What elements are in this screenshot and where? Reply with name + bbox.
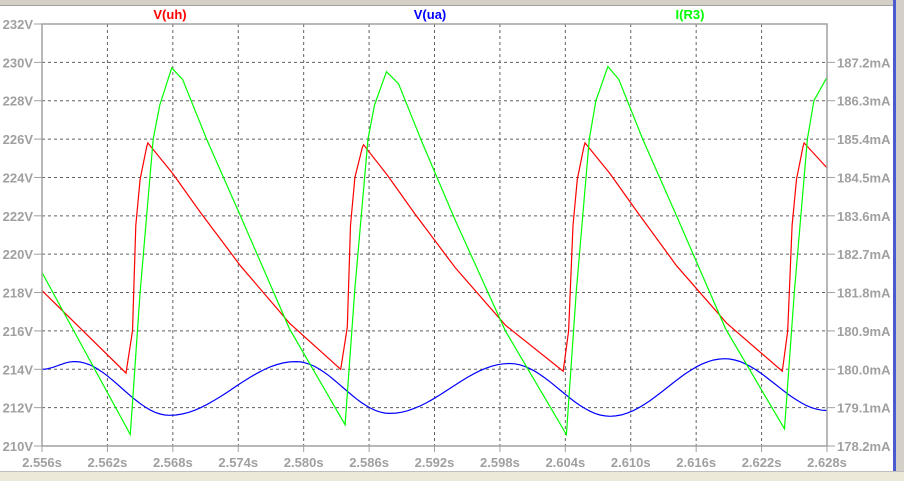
trace-title[interactable]: V(uh) bbox=[153, 7, 186, 22]
trace-title[interactable]: I(R3) bbox=[676, 7, 705, 22]
y-left-tick-label: 214V bbox=[3, 362, 34, 377]
grid bbox=[42, 24, 827, 446]
x-tick-label: 2.628s bbox=[807, 455, 847, 470]
x-tick-label: 2.622s bbox=[742, 455, 782, 470]
plot-frame bbox=[41, 23, 828, 447]
trace-titles: V(uh) V(ua) I(R3) bbox=[153, 7, 704, 22]
x-tick-label: 2.592s bbox=[415, 455, 455, 470]
y-left-tick-label: 220V bbox=[3, 247, 34, 262]
side-panel-edge bbox=[893, 0, 904, 480]
x-tick-label: 2.556s bbox=[22, 455, 62, 470]
x-tick-label: 2.562s bbox=[88, 455, 128, 470]
trace-title[interactable]: V(ua) bbox=[414, 7, 447, 22]
x-tick-label: 2.586s bbox=[349, 455, 389, 470]
y-right-tick-label: 182.7mA bbox=[837, 247, 891, 262]
x-tick-label: 2.610s bbox=[611, 455, 651, 470]
y-left-tick-label: 232V bbox=[3, 17, 34, 32]
axis-ticks: 2.556s 2.562s 2.568s 2.574s 2.580s 2.586s 2.59… bbox=[3, 17, 891, 470]
x-tick-label: 2.604s bbox=[545, 455, 585, 470]
window-top-border bbox=[0, 0, 904, 6]
y-left-tick-label: 216V bbox=[3, 324, 34, 339]
y-right-tick-label: 183.6mA bbox=[837, 209, 891, 224]
x-tick-label: 2.598s bbox=[480, 455, 520, 470]
y-left-tick-label: 212V bbox=[3, 401, 34, 416]
y-right-tick-label: 179.1mA bbox=[837, 401, 891, 416]
y-left-tick-label: 210V bbox=[3, 439, 34, 454]
y-right-tick-label: 187.2mA bbox=[837, 55, 891, 70]
x-tick-label: 2.616s bbox=[676, 455, 716, 470]
traces bbox=[41, 65, 828, 437]
x-tick-label: 2.568s bbox=[153, 455, 193, 470]
y-right-tick-label: 180.0mA bbox=[837, 362, 891, 377]
y-left-tick-label: 218V bbox=[3, 286, 34, 301]
x-tick-label: 2.574s bbox=[218, 455, 258, 470]
y-left-tick-label: 224V bbox=[3, 170, 34, 185]
y-right-tick-label: 181.8mA bbox=[837, 286, 891, 301]
y-right-tick-label: 184.5mA bbox=[837, 170, 891, 185]
x-tick-label: 2.580s bbox=[284, 455, 324, 470]
series-line-ir3[interactable] bbox=[41, 65, 828, 437]
y-right-tick-label: 178.2mA bbox=[837, 439, 891, 454]
y-left-tick-label: 230V bbox=[3, 55, 34, 70]
waveform-plot[interactable]: 2.556s 2.562s 2.568s 2.574s 2.580s 2.586s 2.59… bbox=[0, 0, 893, 471]
series-line-vua[interactable] bbox=[41, 358, 828, 417]
y-left-tick-label: 228V bbox=[3, 94, 34, 109]
y-right-tick-label: 180.9mA bbox=[837, 324, 891, 339]
y-right-tick-label: 186.3mA bbox=[837, 94, 891, 109]
y-right-tick-label: 185.4mA bbox=[837, 132, 891, 147]
y-left-tick-label: 222V bbox=[3, 209, 34, 224]
window-bottom-border bbox=[0, 471, 904, 481]
y-left-tick-label: 226V bbox=[3, 132, 34, 147]
